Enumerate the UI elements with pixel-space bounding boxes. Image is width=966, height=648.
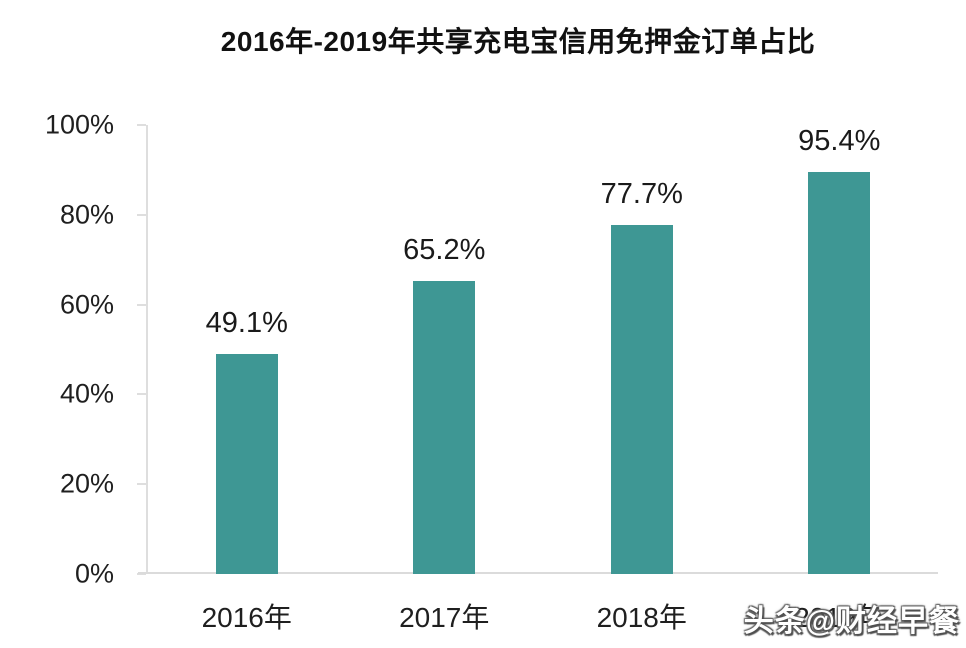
y-axis-line (146, 125, 148, 574)
y-tick-label: 60% (59, 289, 114, 320)
chart-title: 2016年-2019年共享充电宝信用免押金订单占比 (220, 26, 816, 57)
bar-group: 95.4% (741, 125, 939, 574)
y-tick-label: 80% (59, 199, 114, 230)
y-tick-label: 40% (59, 378, 114, 409)
y-tick-mark (137, 483, 146, 486)
watermark: 头条@财经早餐 (743, 605, 960, 638)
x-axis-line (138, 572, 938, 574)
y-tick-mark (137, 124, 146, 126)
x-tick-label: 2017年 (399, 602, 490, 633)
y-tick-mark (137, 393, 146, 396)
bar-value-label: 95.4% (798, 125, 881, 157)
y-tick-mark (137, 303, 146, 306)
bar (215, 353, 278, 574)
y-tick-mark (137, 573, 146, 575)
y-tick-label: 0% (74, 558, 114, 589)
x-tick-label: 2019年 (794, 602, 885, 633)
x-tick-label: 2016年 (201, 602, 292, 633)
y-tick-label: 20% (59, 468, 114, 499)
bar-group: 77.7% (543, 125, 741, 574)
bar-value-label: 49.1% (205, 306, 288, 339)
bar (610, 225, 673, 574)
y-tick-mark (137, 213, 146, 216)
x-axis-labels: 2016年 2017年 2018年 2019年 (148, 596, 938, 636)
y-axis: 0% 20% 40% 60% 80% 100% (0, 110, 146, 589)
bar (413, 281, 476, 574)
bar (808, 172, 871, 574)
bar-value-label: 77.7% (600, 178, 683, 211)
bar-group: 65.2% (346, 125, 544, 574)
x-tick-label: 2018年 (596, 602, 687, 633)
bar-series: 49.1% 65.2% 77.7% 95.4% (148, 125, 938, 574)
bar-group: 49.1% (148, 125, 346, 574)
y-tick-label: 100% (44, 109, 114, 140)
bar-value-label: 65.2% (403, 234, 486, 267)
